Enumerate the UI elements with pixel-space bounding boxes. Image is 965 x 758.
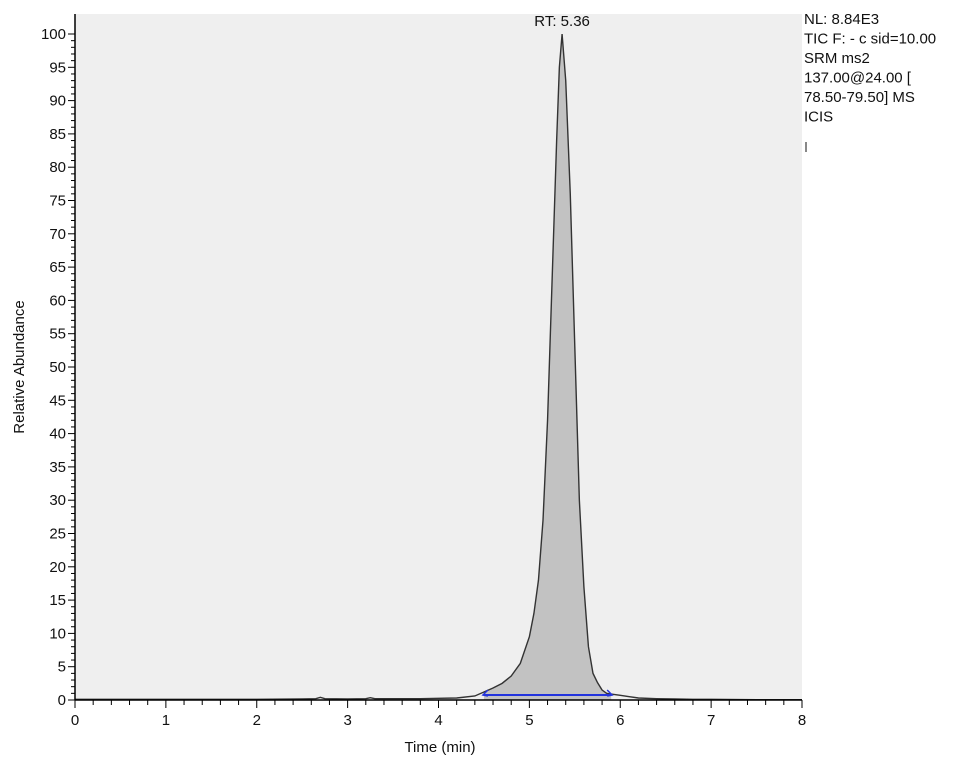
x-tick-label: 4	[434, 712, 442, 729]
y-tick-label: 75	[49, 193, 66, 210]
x-tick-label: 7	[707, 712, 715, 729]
y-tick-label: 35	[49, 459, 66, 476]
y-tick-label: 85	[49, 126, 66, 143]
y-tick-label: 55	[49, 326, 66, 343]
x-tick-label: 8	[798, 712, 806, 729]
y-tick-label: 30	[49, 492, 66, 509]
info-line: TIC F: - c sid=10.00	[804, 31, 936, 48]
baseline-start-marker	[481, 689, 489, 697]
peak-area	[483, 34, 612, 700]
y-tick-label: 40	[49, 426, 66, 443]
y-tick-label: 10	[49, 625, 66, 642]
y-tick-label: 95	[49, 59, 66, 76]
y-tick-label: 45	[49, 392, 66, 409]
y-tick-label: 15	[49, 592, 66, 609]
y-tick-label: 20	[49, 559, 66, 576]
y-tick-label: 65	[49, 259, 66, 276]
x-tick-label: 1	[162, 712, 170, 729]
x-tick-label: 3	[343, 712, 351, 729]
y-tick-label: 90	[49, 93, 66, 110]
plot-background	[75, 14, 802, 700]
x-tick-label: 5	[525, 712, 533, 729]
peak-annotation: RT: 5.36	[534, 13, 590, 30]
info-line: 78.50-79.50] MS	[804, 89, 915, 106]
x-tick-label: 2	[253, 712, 261, 729]
y-tick-label: 50	[49, 359, 66, 376]
y-tick-label: 80	[49, 159, 66, 176]
x-tick-label: 0	[71, 712, 79, 729]
y-tick-label: 25	[49, 526, 66, 543]
y-tick-label: 70	[49, 226, 66, 243]
integration-baseline	[481, 689, 614, 697]
y-axis-title: Relative Abundance	[11, 300, 28, 433]
y-tick-label: 0	[58, 692, 66, 709]
info-line: 137.00@24.00 [	[804, 70, 912, 87]
x-axis-title: Time (min)	[404, 739, 475, 756]
info-line: SRM ms2	[804, 50, 870, 67]
info-text-block: NL: 8.84E3 TIC F: - c sid=10.00 SRM ms2 137…	[804, 11, 936, 126]
x-axis-ticks: 0 1 2 3 4 5 6 7 8	[71, 700, 806, 729]
chromatogram-trace	[75, 33, 802, 701]
info-line: ICIS	[804, 109, 833, 126]
x-tick-label: 6	[616, 712, 624, 729]
y-axis-ticks: 0 5 10 15 20 25 30 35 40 45 50 55 60 65 70 75 80 85 90 95 10…	[41, 26, 75, 709]
y-tick-label: 5	[58, 659, 66, 676]
y-tick-label: 60	[49, 292, 66, 309]
info-line: NL: 8.84E3	[804, 11, 879, 28]
baseline-end-marker	[606, 689, 614, 697]
y-tick-label: 100	[41, 26, 66, 43]
